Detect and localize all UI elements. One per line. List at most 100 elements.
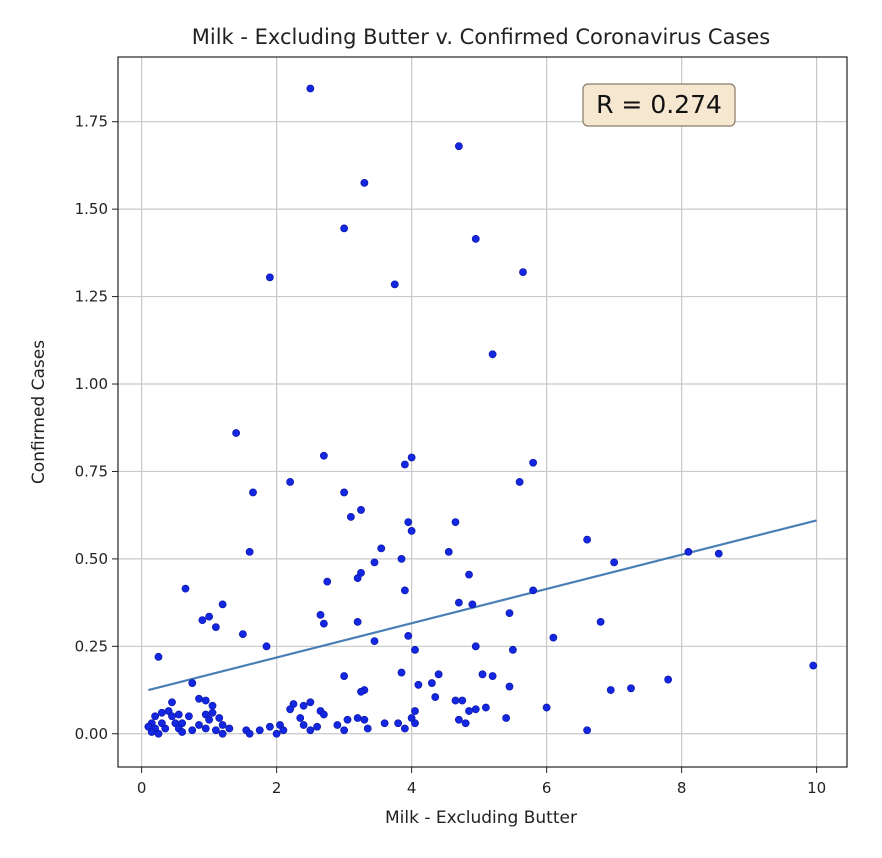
data-point [286, 478, 295, 486]
data-point [505, 609, 514, 618]
data-point [471, 642, 480, 651]
data-point [154, 729, 163, 738]
data-point [508, 645, 517, 654]
data-point [380, 719, 389, 728]
data-point [714, 549, 723, 558]
data-point [238, 630, 247, 638]
correlation-annotation: R = 0.274 [582, 83, 736, 127]
data-point [147, 728, 156, 736]
data-point [684, 548, 693, 556]
x-tick-label: 10 [807, 779, 826, 797]
data-point [181, 584, 190, 593]
data-point [627, 684, 635, 693]
y-axis-title: Confirmed Cases [29, 340, 49, 484]
data-point [157, 708, 166, 717]
data-point [502, 714, 511, 722]
data-point [451, 696, 460, 705]
data-point [353, 617, 362, 626]
x-tick-label: 4 [407, 779, 417, 797]
trendline [148, 519, 817, 692]
data-point [505, 682, 514, 691]
data-point [299, 721, 308, 729]
data-point [454, 715, 463, 724]
trendline-layer [148, 519, 817, 692]
data-point [451, 518, 460, 527]
correlation-label: R = 0.274 [596, 90, 722, 119]
data-point [454, 142, 463, 151]
data-point [529, 586, 538, 595]
data-point [215, 714, 224, 722]
data-point [404, 631, 413, 640]
data-point [397, 668, 406, 677]
data-point [249, 488, 257, 497]
data-point [549, 633, 558, 642]
data-point [471, 234, 480, 243]
data-point [319, 619, 328, 628]
data-point [188, 726, 197, 735]
data-point [370, 558, 379, 567]
data-point [583, 535, 592, 544]
y-tick-label: 1.25 [75, 288, 108, 306]
data-point [427, 679, 436, 687]
data-point [319, 710, 328, 719]
x-axis-title: Milk - Excluding Butter [385, 808, 577, 828]
data-point [465, 570, 473, 579]
data-point [340, 488, 349, 497]
data-point [515, 478, 524, 486]
data-point [208, 701, 217, 710]
data-point [168, 698, 176, 707]
data-point [205, 715, 214, 724]
data-point [606, 686, 615, 694]
x-tick-label: 0 [137, 779, 147, 797]
data-point [353, 574, 362, 583]
data-point [198, 616, 207, 625]
y-tick-label: 1.75 [75, 113, 108, 131]
data-point [407, 527, 416, 535]
data-point [299, 701, 308, 710]
data-point [306, 726, 315, 735]
data-point [208, 708, 217, 717]
data-point [360, 715, 369, 724]
data-point [154, 652, 163, 661]
data-point [431, 693, 440, 701]
data-point [218, 600, 227, 609]
data-point [360, 179, 369, 187]
data-point [340, 224, 349, 233]
data-point [400, 586, 409, 595]
data-point [306, 698, 315, 707]
data-point [262, 642, 271, 651]
data-point [468, 600, 477, 609]
y-tick-label: 0.00 [75, 725, 108, 743]
data-point [232, 429, 241, 437]
data-point [296, 714, 305, 722]
y-tick-label: 0.75 [75, 462, 108, 480]
data-points [144, 84, 818, 738]
data-point [471, 705, 480, 714]
plot-frame [117, 56, 848, 768]
x-tick-label: 2 [272, 779, 282, 797]
data-point [195, 694, 203, 703]
data-point [444, 548, 453, 556]
data-point [488, 350, 497, 359]
data-point [346, 513, 355, 521]
data-point [363, 724, 372, 733]
data-point [245, 548, 254, 556]
data-point [188, 679, 197, 687]
data-point [465, 707, 473, 715]
data-point [161, 724, 170, 733]
data-point [211, 726, 220, 735]
data-point [400, 724, 409, 733]
x-tick-label: 6 [542, 779, 552, 797]
data-point [461, 719, 470, 728]
axis-ticks: 0 2 4 6 8 10 0.00 0.25 0.50 0.75 1.00 1.25 1.50 1.75 [75, 113, 827, 797]
data-point [201, 724, 210, 733]
y-tick-label: 0.25 [75, 637, 108, 655]
data-point [218, 721, 227, 729]
data-point [168, 712, 176, 721]
data-point [333, 721, 342, 729]
data-point [434, 670, 443, 679]
data-point [357, 687, 365, 696]
data-point [583, 726, 592, 735]
data-point [265, 722, 274, 731]
